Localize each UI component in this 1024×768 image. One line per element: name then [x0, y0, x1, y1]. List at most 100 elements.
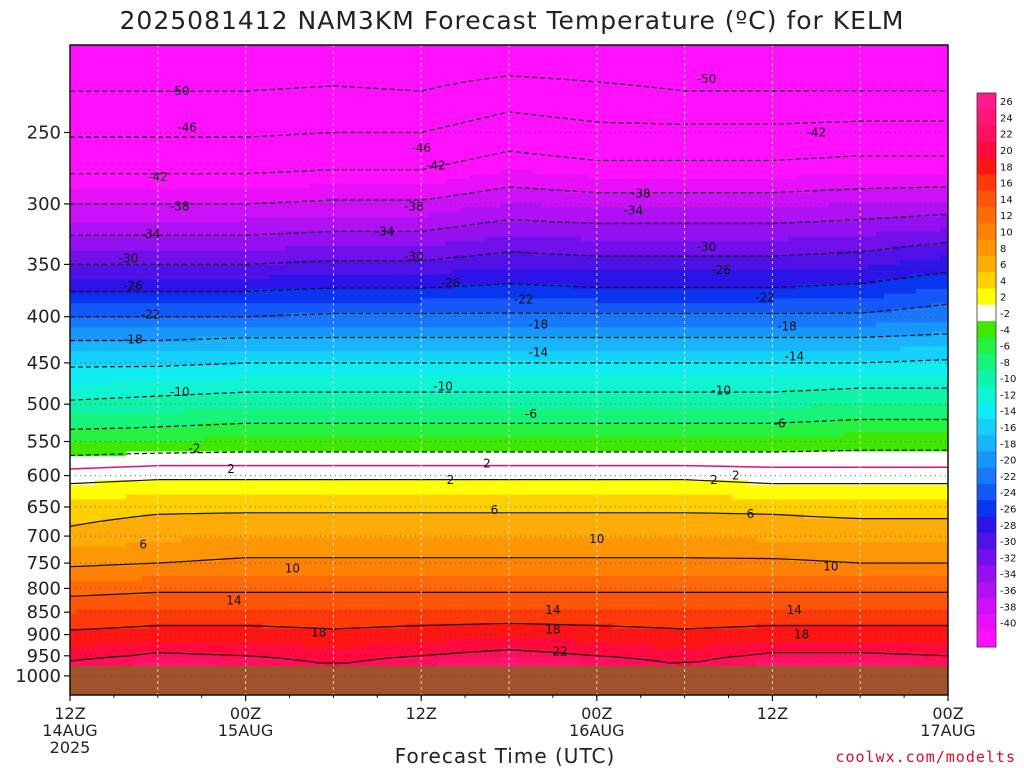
temperature-cell — [828, 183, 837, 190]
temperature-cell — [828, 49, 837, 56]
temperature-cell — [564, 116, 574, 123]
temperature-cell — [620, 59, 630, 65]
temperature-cell — [916, 150, 925, 156]
temperature-cell — [149, 202, 159, 209]
temperature-cell — [932, 193, 941, 199]
temperature-cell — [485, 226, 494, 233]
temperature-cell — [141, 116, 151, 123]
temperature-cell — [485, 245, 494, 252]
temperature-cell — [804, 169, 813, 175]
temperature-cell — [596, 92, 606, 99]
temperature-cell — [788, 107, 797, 113]
temperature-cell — [285, 54, 295, 60]
temperature-cell — [668, 97, 678, 103]
temperature-cell — [820, 126, 829, 132]
temperature-cell — [940, 97, 948, 103]
temperature-cell — [165, 140, 175, 147]
temperature-cell — [660, 174, 670, 180]
temperature-cell — [429, 92, 438, 99]
temperature-cell — [516, 183, 526, 190]
temperature-cell — [477, 217, 486, 223]
temperature-cell — [612, 193, 622, 199]
temperature-cell — [612, 221, 622, 228]
temperature-cell — [764, 226, 773, 233]
temperature-cell — [556, 68, 566, 75]
temperature-cell — [293, 221, 303, 228]
temperature-cell — [293, 102, 303, 108]
temperature-cell — [556, 221, 566, 228]
temperature-cell — [405, 236, 414, 242]
temperature-cell — [285, 116, 295, 123]
temperature-cell — [788, 245, 797, 252]
temperature-cell — [509, 231, 518, 237]
temperature-cell — [317, 164, 327, 170]
temperature-cell — [588, 121, 598, 127]
temperature-cell — [405, 207, 414, 213]
temperature-cell — [876, 73, 885, 80]
temperature-cell — [788, 226, 797, 233]
temperature-cell — [245, 250, 255, 257]
temperature-cell — [173, 64, 183, 70]
temperature-cell — [373, 64, 382, 70]
temperature-cell — [620, 140, 630, 147]
temperature-cell — [812, 102, 821, 108]
temperature-cell — [620, 64, 630, 70]
temperature-cell — [421, 169, 430, 175]
temperature-cell — [229, 116, 239, 123]
temperature-cell — [804, 241, 813, 247]
temperature-cell — [860, 231, 869, 237]
temperature-cell — [261, 202, 271, 209]
temperature-cell — [141, 145, 151, 151]
temperature-cell — [564, 49, 574, 56]
temperature-cell — [828, 59, 837, 65]
temperature-cell — [844, 45, 853, 51]
temperature-cell — [532, 59, 542, 65]
temperature-cell — [940, 193, 948, 199]
temperature-cell — [365, 121, 374, 127]
temperature-cell — [381, 121, 390, 127]
temperature-cell — [357, 88, 366, 94]
temperature-cell — [165, 241, 175, 247]
temperature-cell — [205, 150, 215, 156]
temperature-cell — [197, 245, 207, 252]
temperature-cell — [932, 97, 941, 103]
temperature-cell — [133, 150, 143, 156]
temperature-cell — [373, 88, 382, 94]
temperature-cell — [77, 207, 87, 213]
temperature-cell — [133, 102, 143, 108]
temperature-cell — [485, 92, 494, 99]
temperature-cell — [596, 245, 606, 252]
temperature-cell — [365, 73, 374, 80]
temperature-cell — [261, 88, 271, 94]
temperature-cell — [133, 59, 143, 65]
temperature-cell — [812, 155, 821, 161]
temperature-cell — [189, 207, 199, 213]
temperature-cell — [309, 145, 319, 151]
temperature-cell — [780, 121, 789, 127]
temperature-cell — [245, 260, 255, 266]
temperature-cell — [628, 226, 638, 233]
temperature-cell — [676, 183, 686, 190]
temperature-cell — [485, 217, 494, 223]
temperature-cell — [540, 207, 550, 213]
temperature-cell — [540, 241, 550, 247]
temperature-cell — [620, 88, 630, 94]
temperature-cell — [748, 217, 758, 223]
temperature-cell — [237, 212, 247, 218]
temperature-cell — [229, 255, 239, 261]
temperature-cell — [924, 250, 933, 257]
temperature-cell — [357, 212, 366, 218]
temperature-cell — [70, 92, 79, 99]
temperature-cell — [852, 164, 861, 170]
temperature-cell — [381, 212, 390, 218]
temperature-cell — [868, 250, 877, 257]
temperature-cell — [764, 49, 773, 56]
temperature-cell — [644, 174, 654, 180]
temperature-cell — [317, 126, 327, 132]
temperature-cell — [844, 131, 853, 137]
temperature-cell — [341, 88, 350, 94]
temperature-cell — [596, 188, 606, 194]
temperature-cell — [469, 236, 478, 242]
temperature-cell — [389, 68, 398, 75]
temperature-cell — [788, 102, 797, 108]
